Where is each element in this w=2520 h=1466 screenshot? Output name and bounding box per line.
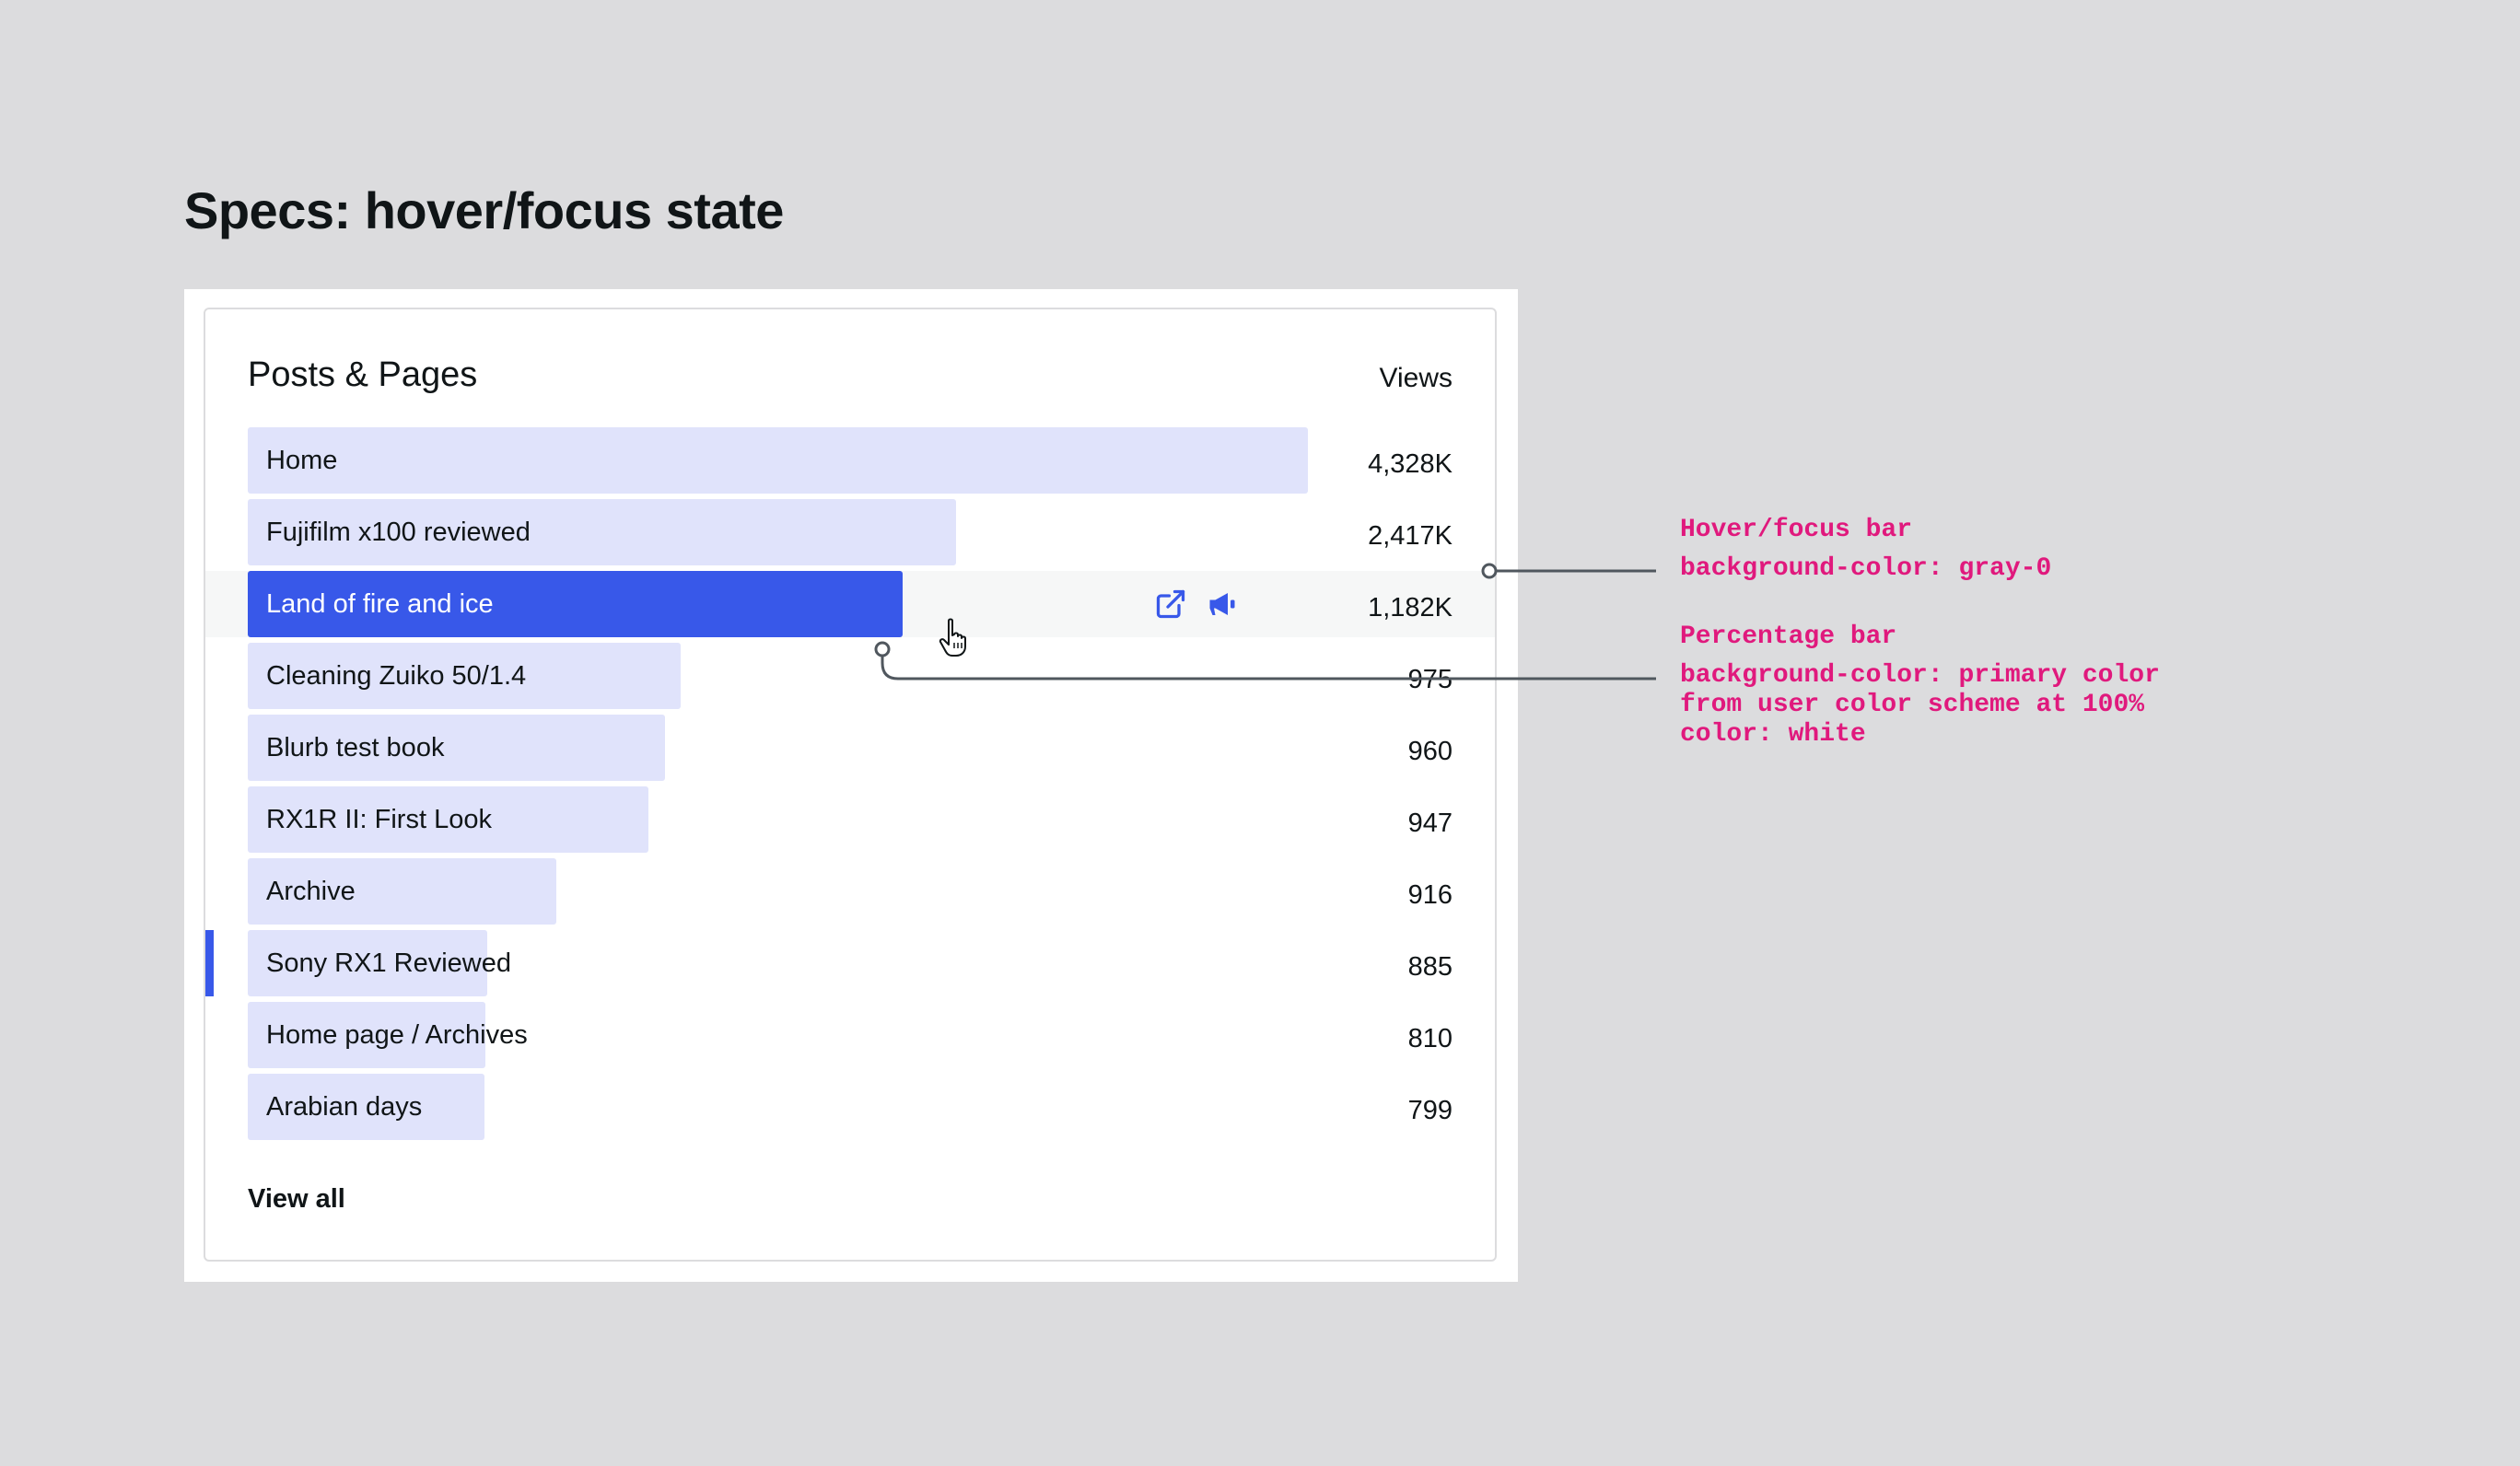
row-label[interactable]: Fujifilm x100 reviewed [266, 518, 531, 547]
row-views-value: 2,417K [1368, 521, 1452, 551]
table-row[interactable]: Blurb test book 960 [205, 715, 1495, 781]
hover-annotation-title: Hover/focus bar [1680, 516, 1913, 544]
card-title: Posts & Pages [248, 355, 478, 394]
views-column-header: Views [1379, 363, 1452, 393]
row-label[interactable]: Blurb test book [266, 733, 445, 762]
percentage-annotation-body: background-color: primary color from use… [1680, 661, 2160, 750]
table-row[interactable]: Land of fire and ice 1,182K [205, 571, 1495, 637]
row-label[interactable]: Home [266, 446, 338, 475]
percentage-annotation-line: background-color: primary color [1680, 661, 2160, 690]
row-label[interactable]: Archive [266, 877, 356, 906]
row-label[interactable]: Home page / Archives [266, 1020, 528, 1050]
table-row[interactable]: Fujifilm x100 reviewed 2,417K [205, 499, 1495, 565]
row-views-value: 4,328K [1368, 449, 1452, 479]
percentage-bar [248, 499, 956, 565]
hover-annotation-body: background-color: gray-0 [1680, 554, 2052, 583]
table-row[interactable]: Home page / Archives 810 [205, 1002, 1495, 1068]
table-row[interactable]: Sony RX1 Reviewed 885 [205, 930, 1495, 996]
spec-title: Specs: hover/focus state [184, 181, 784, 239]
row-label[interactable]: Sony RX1 Reviewed [266, 948, 511, 978]
row-views-value: 960 [1407, 737, 1452, 766]
percentage-bar [248, 930, 488, 996]
row-actions [1154, 588, 1239, 621]
percentage-bar [248, 427, 1308, 494]
external-link-icon[interactable] [1154, 588, 1187, 621]
row-label[interactable]: Arabian days [266, 1092, 423, 1122]
percentage-bar [248, 786, 649, 853]
percentage-bar [248, 571, 904, 637]
row-views-value: 947 [1407, 809, 1452, 838]
posts-pages-card: Posts & Pages Views Home 4,328K Fujifilm x… [204, 308, 1497, 1262]
percentage-bar [248, 1002, 485, 1068]
percentage-bar [248, 858, 556, 925]
megaphone-icon[interactable] [1206, 588, 1239, 621]
table-row[interactable]: Arabian days 799 [205, 1074, 1495, 1140]
row-label[interactable]: RX1R II: First Look [266, 805, 492, 834]
percentage-annotation-line: color: white [1680, 720, 1866, 749]
row-views-value: 885 [1407, 952, 1452, 982]
view-all-link[interactable]: View all [248, 1184, 345, 1214]
percentage-annotation-title: Percentage bar [1680, 622, 1897, 651]
row-label[interactable]: Land of fire and ice [266, 589, 494, 619]
table-row[interactable]: Archive 916 [205, 858, 1495, 925]
row-views-value: 975 [1407, 665, 1452, 694]
table-row[interactable]: Cleaning Zuiko 50/1.4 975 [205, 643, 1495, 709]
percentage-annotation: Percentage bar background-color: primary… [1680, 622, 2160, 750]
hover-annotation: Hover/focus bar background-color: gray-0 [1680, 516, 2051, 584]
row-views-value: 799 [1407, 1096, 1452, 1125]
row-label[interactable]: Cleaning Zuiko 50/1.4 [266, 661, 527, 691]
row-views-value: 1,182K [1368, 593, 1452, 622]
pointer-cursor-icon [939, 618, 966, 657]
percentage-bar [248, 1074, 484, 1140]
percentage-bar [248, 715, 666, 781]
table-row[interactable]: RX1R II: First Look 947 [205, 786, 1495, 853]
percentage-bar [248, 643, 681, 709]
row-views-value: 810 [1407, 1024, 1452, 1053]
percentage-annotation-line: from user color scheme at 100% [1680, 691, 2145, 719]
row-views-value: 916 [1407, 880, 1452, 910]
focus-indicator [205, 930, 214, 996]
table-row[interactable]: Home 4,328K [205, 427, 1495, 494]
